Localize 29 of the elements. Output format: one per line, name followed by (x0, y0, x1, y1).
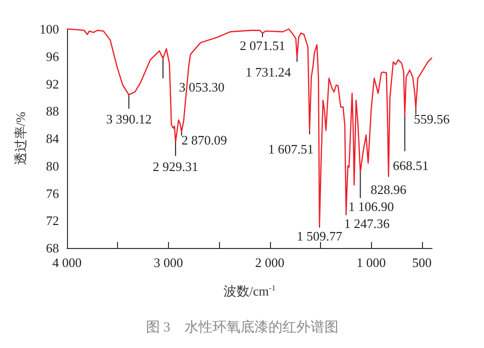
x-tick-label: 4 000 (52, 255, 82, 270)
y-tick-label: 80 (46, 158, 59, 174)
annotation: 559.56 (414, 111, 450, 126)
x-tick-label: 3 000 (154, 255, 184, 270)
x-tick-label: 500 (412, 255, 432, 270)
annotation: 1 731.24 (246, 64, 292, 80)
annotation: 3 390.12 (106, 112, 152, 127)
annotation: 1 247.36 (344, 216, 390, 232)
y-tick-label: 100 (40, 22, 59, 36)
annotation: 1 607.51 (268, 141, 314, 156)
annotation: 2 071.51 (240, 38, 286, 54)
annotation: 1 509.77 (296, 228, 343, 244)
annotation: 2 870.09 (182, 132, 228, 148)
annotation: 3 053.30 (178, 79, 224, 94)
annotation: 668.51 (392, 158, 429, 174)
x-tick-label: 2 000 (255, 255, 284, 270)
y-tick-label: 96 (46, 48, 60, 64)
y-axis-title: 透过率/% (13, 112, 28, 166)
x-tick-label: 1 000 (356, 255, 386, 270)
text: 图 3 水性环氧底漆的红外谱图 (146, 320, 338, 336)
annotation: 1 106.90 (348, 199, 394, 214)
y-tick-label: 72 (46, 213, 59, 228)
y-tick-label: 84 (46, 131, 60, 146)
y-tick-label: 92 (46, 76, 59, 92)
y-tick-label: 88 (46, 104, 59, 119)
annotation: 828.96 (370, 182, 407, 197)
y-tick-label: 68 (46, 240, 59, 256)
y-tick-label: 76 (46, 186, 60, 201)
annotation: 2 929.31 (152, 158, 198, 174)
